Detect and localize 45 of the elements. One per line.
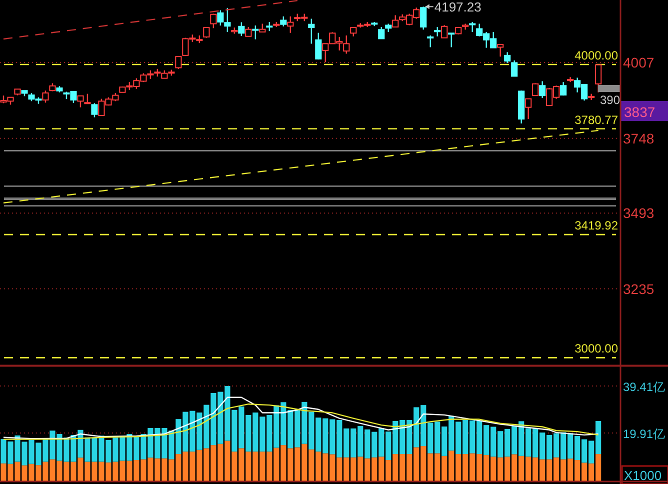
y-tick-label: 3493 — [623, 205, 654, 222]
candlestick — [91, 102, 98, 118]
ref-line-label: 4000.00 — [574, 48, 618, 62]
candlestick — [560, 81, 567, 96]
candlestick — [252, 24, 259, 40]
candlestick — [427, 34, 434, 48]
candlestick — [238, 22, 245, 37]
text: 3837 — [624, 104, 656, 120]
y-tick-label: 4007 — [623, 54, 654, 70]
ref-line-label: 3000.00 — [574, 342, 618, 356]
y-tick-label: 39.41亿 — [623, 380, 666, 394]
candlestick — [175, 56, 182, 70]
annotation: 390 — [600, 93, 620, 107]
line-series — [2, 403, 599, 440]
candlestick — [448, 32, 455, 48]
candlestick — [315, 32, 322, 60]
y-tick-label: 19.91亿 — [623, 427, 666, 441]
candlestick — [287, 16, 294, 34]
candlestick — [42, 90, 49, 104]
candlestick — [525, 98, 532, 120]
candlestick — [266, 21, 273, 32]
candlestick — [210, 13, 217, 29]
ref-line-label: 3780.77 — [574, 112, 618, 127]
y-tick-label: 3235 — [623, 280, 654, 297]
ref-line-label: 3419.92 — [574, 218, 618, 233]
candlestick — [511, 60, 518, 77]
candlestick — [441, 24, 448, 38]
candlestick — [595, 64, 602, 93]
candlestick — [245, 26, 252, 37]
candlestick — [378, 26, 385, 40]
candlestick — [280, 16, 287, 27]
candlestick — [308, 18, 315, 44]
candlestick — [532, 82, 539, 96]
candlestick — [77, 95, 84, 108]
y-tick-label: 3748 — [623, 130, 654, 146]
text: X1000 — [624, 468, 662, 483]
line-series — [2, 396, 599, 440]
annotation: 4197.23 — [434, 0, 482, 15]
candlestick — [497, 44, 504, 58]
candlestick — [469, 21, 476, 33]
candlestick — [84, 93, 91, 104]
candlestick — [539, 80, 546, 99]
candlestick — [434, 26, 441, 37]
candlestick — [504, 52, 511, 64]
candlestick — [203, 26, 210, 38]
